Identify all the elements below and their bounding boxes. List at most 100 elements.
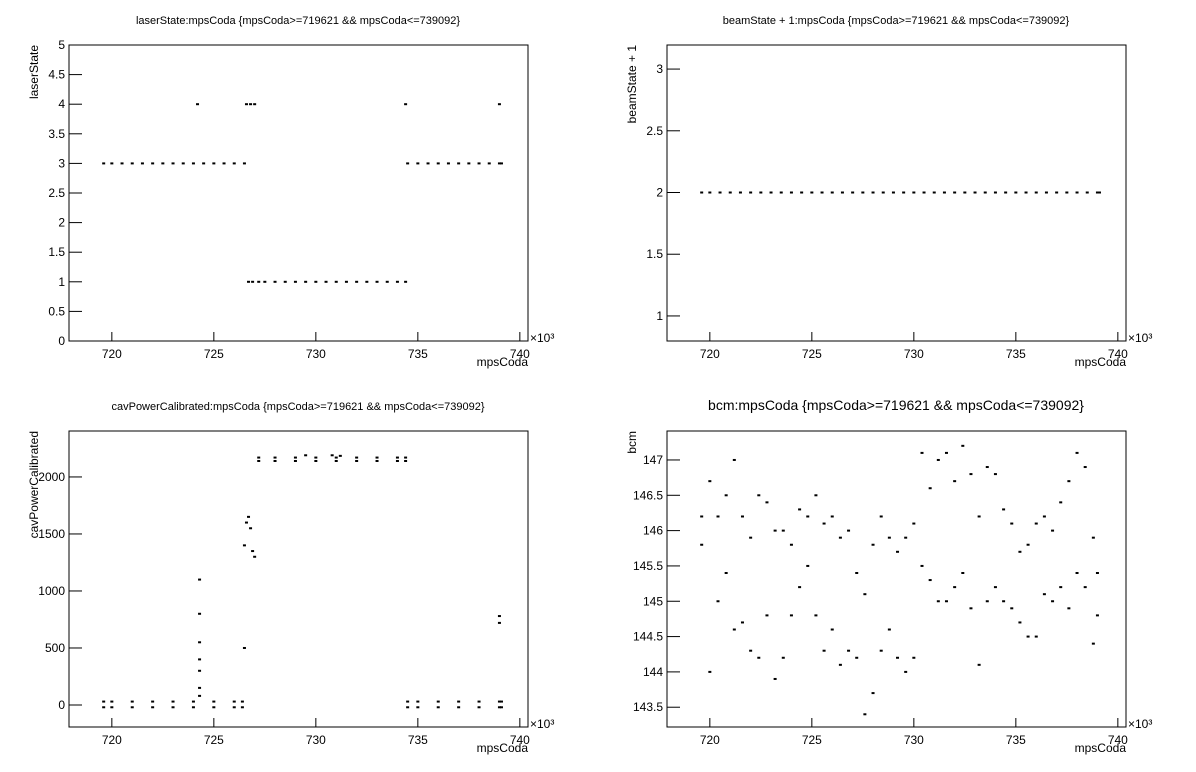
y-tick-label: 0	[58, 334, 65, 348]
point	[861, 191, 865, 194]
y-tick-label: 147	[643, 453, 663, 467]
point	[406, 706, 410, 709]
point	[102, 700, 106, 703]
point	[198, 641, 202, 644]
point	[436, 700, 440, 703]
point	[830, 191, 834, 194]
point	[232, 706, 236, 709]
point	[789, 191, 793, 194]
point	[273, 456, 277, 459]
point	[904, 536, 908, 539]
point	[198, 669, 202, 672]
point	[1095, 571, 1099, 574]
point	[130, 700, 134, 703]
point	[253, 103, 257, 106]
x-tick-label: 720	[700, 733, 720, 747]
point	[871, 543, 875, 546]
point	[944, 451, 948, 454]
point	[806, 515, 810, 518]
point	[273, 459, 277, 462]
point	[198, 612, 202, 615]
pad: laserState:mpsCoda {mpsCoda>=719621 && m…	[27, 15, 554, 369]
x-exponent: ×10³	[530, 331, 554, 345]
point	[1002, 508, 1006, 511]
point	[1055, 191, 1059, 194]
point	[244, 521, 248, 524]
point	[436, 162, 440, 165]
point	[151, 162, 155, 165]
point	[855, 571, 859, 574]
point	[198, 686, 202, 689]
point	[1042, 515, 1046, 518]
point	[732, 628, 736, 631]
y-tick-label: 2	[58, 216, 65, 230]
point	[130, 706, 134, 709]
point	[800, 191, 804, 194]
y-tick-label: 146	[643, 524, 663, 538]
x-tick-label: 740	[510, 733, 530, 747]
point	[887, 536, 891, 539]
point	[404, 103, 408, 106]
point	[334, 459, 338, 462]
point	[436, 706, 440, 709]
point	[404, 456, 408, 459]
point	[257, 280, 261, 283]
point	[1051, 529, 1055, 532]
point	[253, 555, 257, 558]
point	[151, 700, 155, 703]
point	[838, 663, 842, 666]
x-tick-label: 735	[1006, 733, 1026, 747]
point	[467, 162, 471, 165]
point	[765, 614, 769, 617]
point	[355, 459, 359, 462]
point	[257, 459, 261, 462]
point	[240, 706, 244, 709]
point	[932, 191, 936, 194]
point	[196, 103, 200, 106]
point	[740, 515, 744, 518]
point	[928, 579, 932, 582]
y-tick-label: 3.5	[48, 127, 65, 141]
point	[446, 162, 450, 165]
point	[700, 543, 704, 546]
x-tick-label: 725	[802, 733, 822, 747]
point	[840, 191, 844, 194]
point	[497, 103, 501, 106]
point	[251, 550, 255, 553]
point	[365, 280, 369, 283]
point	[1024, 191, 1028, 194]
point	[732, 458, 736, 461]
point	[1095, 191, 1099, 194]
point	[487, 162, 491, 165]
point	[120, 162, 124, 165]
point	[263, 280, 267, 283]
point	[1091, 642, 1095, 645]
point	[416, 162, 420, 165]
point	[1075, 571, 1079, 574]
point	[1085, 191, 1089, 194]
y-tick-label: 5	[58, 38, 65, 52]
point	[140, 162, 144, 165]
point	[406, 700, 410, 703]
chart-title: cavPowerCalibrated:mpsCoda {mpsCoda>=719…	[111, 401, 484, 413]
point	[191, 706, 195, 709]
point	[426, 162, 430, 165]
y-axis-label: cavPowerCalibrated	[27, 431, 41, 538]
x-tick-label: 725	[204, 347, 224, 361]
y-axis-label: beamState + 1	[625, 45, 639, 124]
point	[1044, 191, 1048, 194]
point	[789, 614, 793, 617]
point	[181, 162, 185, 165]
point	[749, 536, 753, 539]
point	[1065, 191, 1069, 194]
point	[977, 663, 981, 666]
point	[385, 280, 389, 283]
point	[293, 456, 297, 459]
point	[738, 191, 742, 194]
x-tick-label: 740	[1108, 347, 1128, 361]
point	[969, 607, 973, 610]
point	[330, 454, 334, 457]
point	[953, 191, 957, 194]
point	[779, 191, 783, 194]
